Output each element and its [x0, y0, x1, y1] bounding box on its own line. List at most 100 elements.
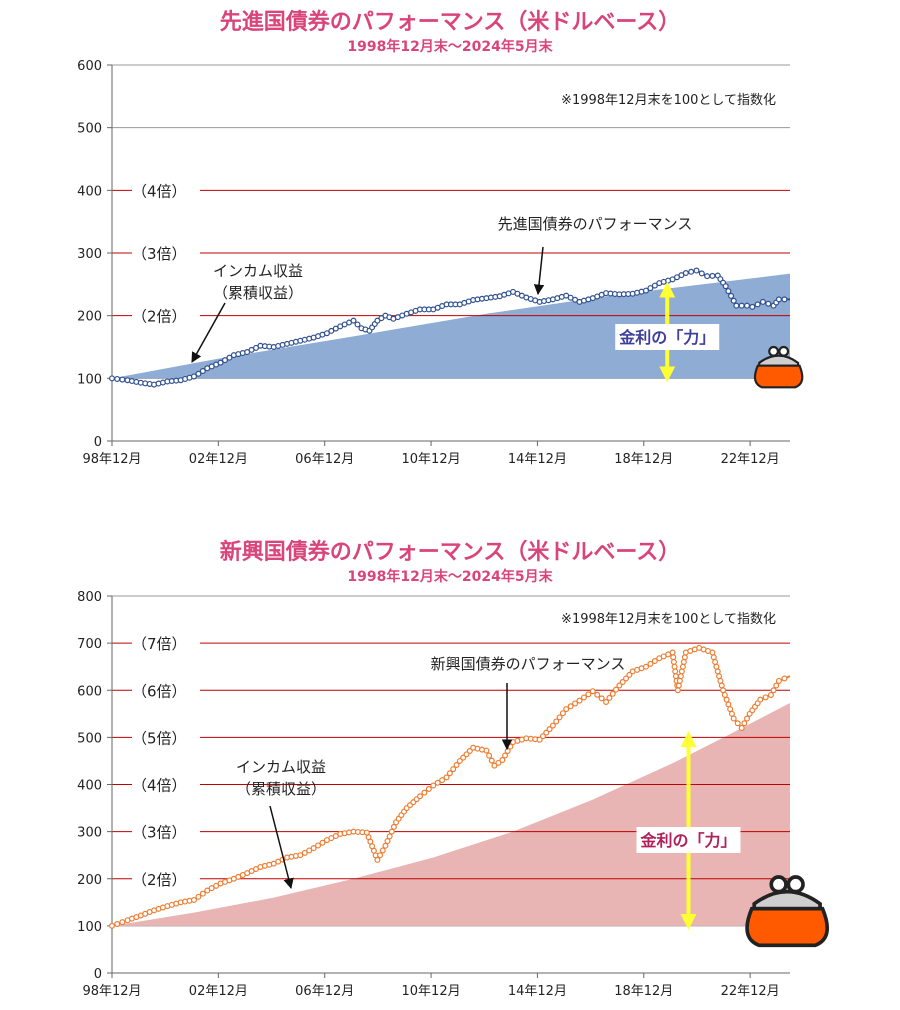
performance-point: [119, 376, 126, 383]
performance-point: [725, 701, 732, 708]
multiple-label: （4倍）: [132, 777, 187, 795]
performance-point: [553, 718, 560, 725]
performance-point: [539, 733, 546, 740]
y-tick-label: 300: [77, 826, 102, 841]
performance-point: [377, 852, 384, 859]
performance-point: [749, 303, 756, 310]
performance-point: [221, 357, 228, 364]
performance-point: [680, 658, 687, 665]
performance-point: [672, 673, 679, 680]
performance-point: [543, 729, 550, 736]
x-tick-label: 98年12月: [82, 452, 141, 467]
performance-point: [199, 368, 206, 375]
performance-point: [114, 375, 121, 382]
performance-point: [306, 847, 313, 854]
multiple-label-bg: [132, 633, 200, 654]
y-tick-label: 100: [77, 920, 102, 935]
multiple-label-bg: [132, 243, 200, 263]
x-tick-label: 18年12月: [614, 452, 673, 467]
multiple-label: （3倍）: [132, 824, 187, 842]
performance-point: [734, 720, 741, 727]
performance-point: [609, 690, 616, 697]
multiple-label: （7倍）: [132, 635, 187, 653]
performance-point: [710, 654, 717, 661]
performance-point: [301, 849, 308, 856]
performance-point: [757, 696, 764, 703]
performance-point: [488, 757, 495, 764]
performance-point: [730, 715, 737, 722]
performance-point: [672, 668, 679, 675]
performance-point: [738, 724, 745, 731]
chart-plot-developed: 0 100 200 300 400 500 600 （2倍） （3倍） （4倍） 98年12月 02年…: [77, 59, 804, 467]
x-tick-label: 06年12月: [295, 452, 354, 467]
x-tick-label: 10年12月: [402, 984, 461, 999]
multiple-label: （6倍）: [132, 682, 187, 700]
multiple-label-bg: [132, 680, 200, 701]
x-tick-label: 06年12月: [295, 984, 354, 999]
performance-point: [676, 677, 683, 684]
performance-point: [589, 688, 596, 695]
x-tick-label: 14年12月: [508, 452, 567, 467]
y-tick-label: 300: [77, 247, 102, 262]
performance-point: [775, 296, 782, 303]
income-label-sub: （累積収益）: [213, 284, 303, 302]
performance-point: [453, 762, 460, 769]
line-label-arrow: [533, 246, 545, 296]
power-label-bg: [636, 827, 741, 853]
performance-point: [567, 703, 574, 710]
performance-point: [744, 302, 751, 309]
performance-point: [546, 726, 553, 733]
performance-point: [765, 300, 772, 307]
performance-point: [559, 710, 566, 717]
performance-point: [682, 270, 689, 277]
y-tick-label: 0: [94, 435, 102, 450]
performance-point: [781, 296, 788, 303]
income-label: インカム収益: [213, 262, 303, 280]
performance-point: [693, 267, 700, 274]
performance-point: [217, 359, 224, 366]
performance-point: [114, 920, 121, 927]
performance-point: [721, 691, 728, 698]
performance-point: [716, 673, 723, 680]
chart-subtitle: 1998年12月末～2024年5月末: [347, 569, 553, 585]
y-tick-label: 0: [94, 967, 102, 982]
performance-point: [119, 919, 126, 926]
income-area: [112, 273, 790, 379]
performance-point: [382, 842, 389, 849]
performance-point: [310, 845, 317, 852]
performance-point: [688, 268, 695, 275]
performance-point: [728, 710, 735, 717]
performance-point: [704, 273, 711, 280]
performance-point: [603, 699, 610, 706]
performance-point: [651, 282, 658, 289]
performance-point: [642, 287, 649, 294]
performance-point: [775, 677, 782, 684]
performance-point: [730, 297, 737, 304]
performance-point: [450, 766, 457, 773]
x-tick-label: 10年12月: [402, 452, 461, 467]
performance-point: [613, 686, 620, 693]
performance-point: [647, 660, 654, 667]
coin-purse-icon: [745, 875, 830, 948]
x-tick-label: 02年12月: [189, 984, 248, 999]
performance-point: [354, 321, 361, 328]
performance-point: [713, 663, 720, 670]
performance-point: [709, 272, 716, 279]
y-tick-label: 500: [77, 731, 102, 746]
y-tick-label: 800: [77, 590, 102, 605]
performance-point: [585, 691, 592, 698]
performance-point: [108, 375, 115, 382]
income-area: [112, 702, 790, 926]
performance-point: [626, 671, 633, 678]
y-tick-label: 200: [77, 873, 102, 888]
performance-point: [315, 842, 322, 849]
performance-point: [226, 354, 233, 361]
chart-title: 新興国債券のパフォーマンス（米ドルベース）: [219, 540, 681, 565]
performance-point: [651, 658, 658, 665]
income-label-arrow: [269, 805, 294, 890]
y-tick-label: 500: [77, 122, 102, 137]
y-tick-label: 400: [77, 184, 102, 199]
performance-point: [204, 887, 211, 894]
chart-plot-emerging: 0 100 200 300 400 500 600 700 800 （2倍） （3倍） （4倍） （5倍…: [77, 590, 830, 999]
x-tick-label: 14年12月: [508, 984, 567, 999]
